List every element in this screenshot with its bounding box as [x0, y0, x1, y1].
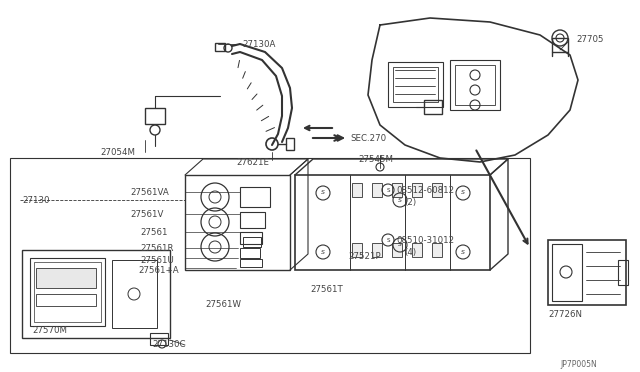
Text: 27561V: 27561V [130, 210, 163, 219]
Bar [432, 243, 442, 257]
Bar [388, 62, 443, 107]
Text: 27545M: 27545M [358, 155, 393, 164]
Bar [618, 260, 628, 285]
Bar [240, 212, 265, 228]
Text: SEC.270: SEC.270 [350, 134, 386, 143]
Text: 27130C: 27130C [152, 340, 186, 349]
Text: S: S [321, 250, 325, 254]
Text: 27130: 27130 [22, 196, 49, 205]
Bar [215, 43, 225, 51]
Text: S: S [321, 190, 325, 196]
Bar [36, 294, 96, 306]
Bar [432, 183, 442, 197]
Text: (2): (2) [404, 198, 416, 207]
Text: 27054M: 27054M [100, 148, 135, 157]
Bar [112, 260, 157, 328]
Text: S: S [387, 237, 390, 243]
Text: S: S [398, 243, 402, 247]
Text: 27561U: 27561U [140, 256, 174, 265]
Text: 27561R: 27561R [140, 244, 173, 253]
Text: 27621E: 27621E [236, 158, 269, 167]
Bar [240, 187, 270, 207]
Text: 27561T: 27561T [310, 285, 343, 294]
Bar [240, 248, 260, 258]
Bar [412, 243, 422, 257]
Bar [392, 243, 402, 257]
Bar [30, 258, 105, 326]
Text: 27570M: 27570M [32, 326, 67, 335]
Text: JP7P005N: JP7P005N [560, 360, 596, 369]
Bar [145, 108, 165, 124]
Bar [455, 65, 495, 105]
Bar [286, 138, 294, 150]
Text: 27130A: 27130A [242, 40, 275, 49]
Bar [240, 259, 262, 267]
Bar [10, 158, 530, 353]
Text: S: S [461, 190, 465, 196]
Text: (4): (4) [404, 248, 416, 257]
Text: 27705: 27705 [576, 35, 604, 44]
Bar [36, 268, 96, 288]
Bar [295, 175, 490, 270]
Bar [392, 183, 402, 197]
Bar [185, 175, 290, 270]
Bar [34, 262, 101, 322]
Text: 27561W: 27561W [205, 300, 241, 309]
Bar [393, 67, 438, 102]
Text: S: S [461, 250, 465, 254]
Bar [372, 243, 382, 257]
Text: 27561: 27561 [140, 228, 168, 237]
Bar [150, 333, 168, 345]
Bar [243, 237, 261, 247]
Bar [412, 183, 422, 197]
Bar [424, 100, 442, 114]
Bar [552, 244, 582, 301]
Text: 27521P: 27521P [348, 252, 381, 261]
Bar [240, 232, 262, 244]
Text: 27726N: 27726N [548, 310, 582, 319]
Bar [352, 243, 362, 257]
Text: 08512-60812: 08512-60812 [396, 186, 454, 195]
Bar [552, 38, 568, 52]
Text: S: S [398, 198, 402, 202]
Text: 27561VA: 27561VA [130, 188, 169, 197]
Bar [372, 183, 382, 197]
Bar [548, 240, 626, 305]
Text: 08510-31012: 08510-31012 [396, 236, 454, 245]
Text: S: S [387, 187, 390, 192]
Bar [22, 250, 170, 338]
Bar [352, 183, 362, 197]
Text: 27561+A: 27561+A [138, 266, 179, 275]
Bar [450, 60, 500, 110]
